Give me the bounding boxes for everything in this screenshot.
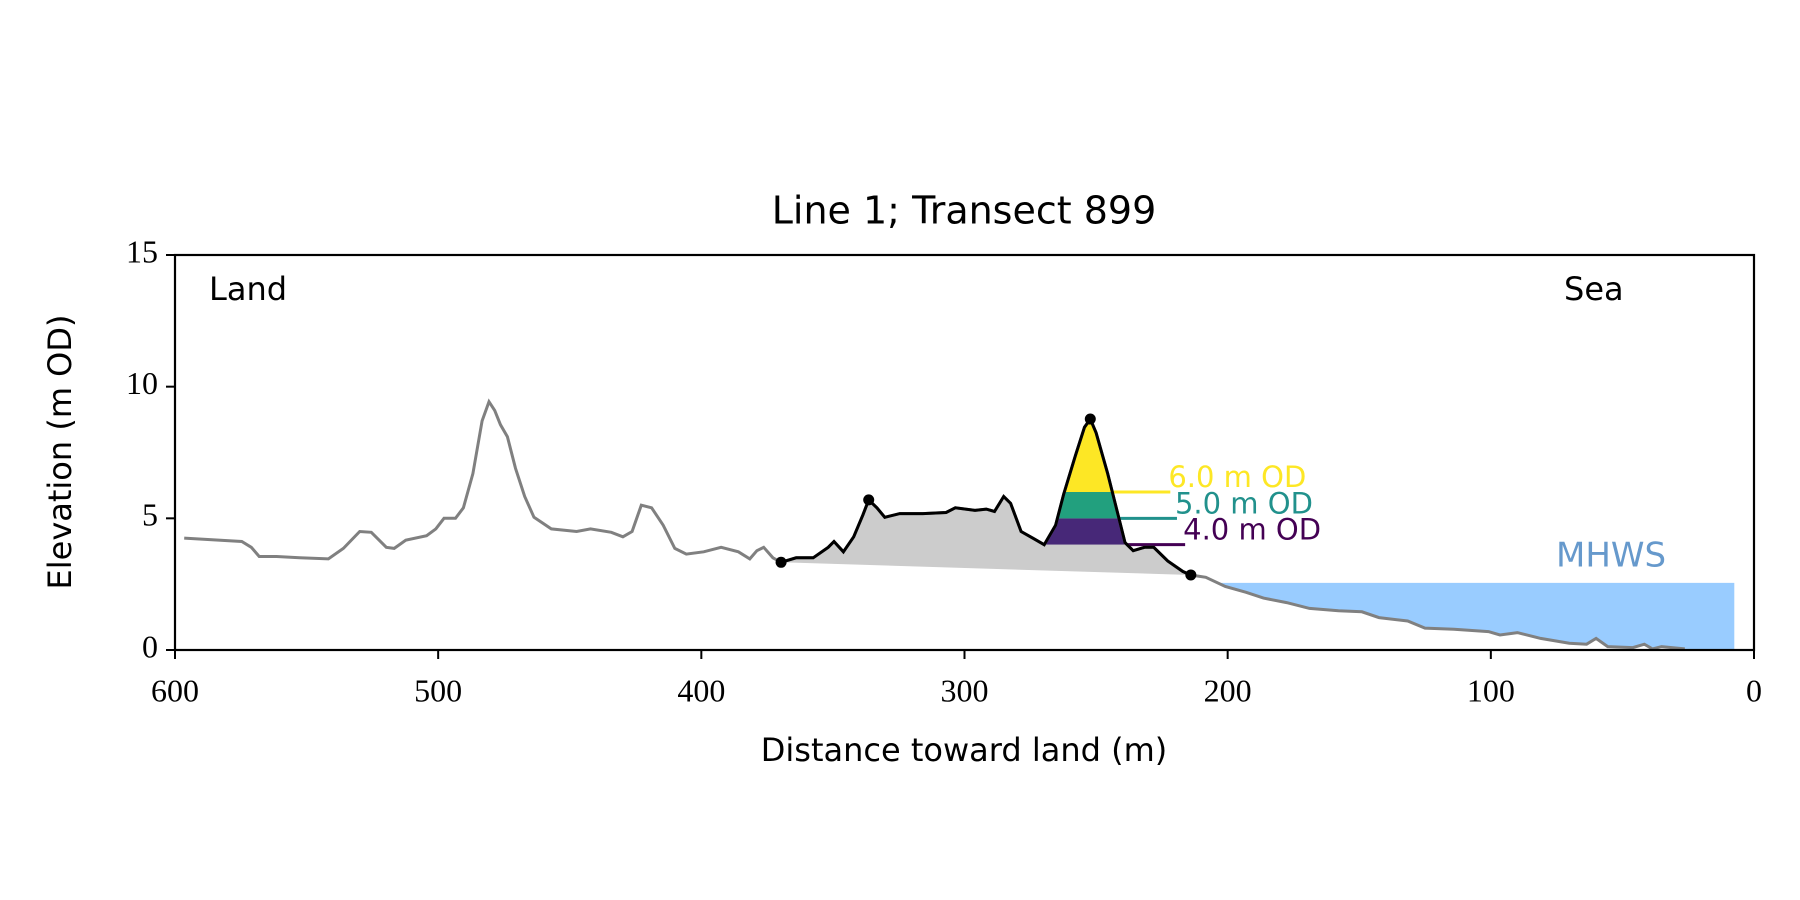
x-tick-label: 600 [151, 672, 199, 708]
level-band [1044, 518, 1128, 545]
level-label: 4.0 m OD [1183, 513, 1321, 547]
y-tick-label: 10 [126, 365, 158, 401]
x-tick-label: 0 [1746, 672, 1762, 708]
key-point [1185, 569, 1197, 581]
key-point [775, 556, 787, 568]
x-axis-label: Distance toward land (m) [761, 731, 1167, 769]
y-tick-label: 5 [142, 497, 158, 533]
y-tick-label: 15 [126, 233, 158, 269]
x-tick-label: 400 [677, 672, 725, 708]
mhws-label: MHWS [1556, 536, 1666, 576]
level-band [1064, 419, 1113, 492]
key-point [863, 494, 875, 506]
key-point [1084, 413, 1096, 425]
y-axis-label: Elevation (m OD) [41, 315, 79, 590]
sea-label: Sea [1564, 270, 1624, 308]
land-label: Land [209, 270, 287, 308]
x-tick-label: 100 [1467, 672, 1515, 708]
x-tick-label: 200 [1204, 672, 1252, 708]
x-tick-label: 300 [941, 672, 989, 708]
y-tick-label: 0 [142, 628, 158, 664]
level-band [1057, 492, 1119, 519]
x-tick-label: 500 [414, 672, 462, 708]
level-label: 6.0 m OD [1168, 460, 1306, 494]
dune-line [780, 416, 1192, 577]
level-label: 5.0 m OD [1175, 486, 1313, 520]
chart-title: Line 1; Transect 899 [772, 189, 1157, 233]
mhws-water [1217, 582, 1735, 650]
